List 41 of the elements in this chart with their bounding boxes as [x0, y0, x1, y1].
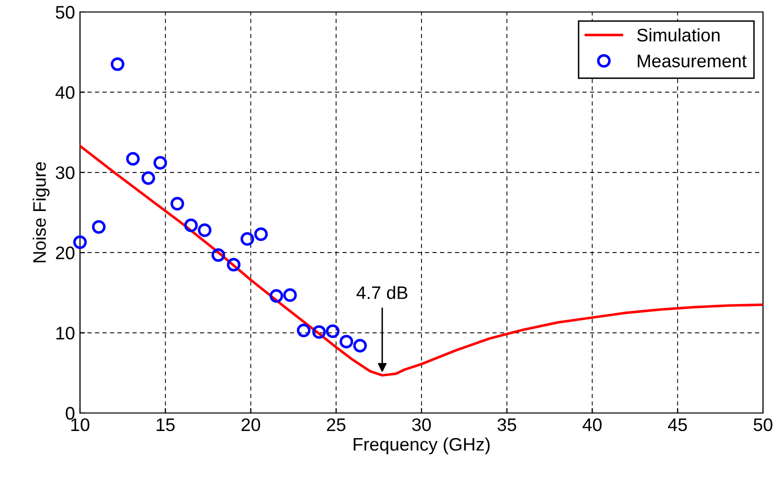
y-tick-label: 50	[56, 6, 74, 19]
x-tick-label: 15	[156, 418, 175, 432]
y-tick-label: 20	[56, 246, 74, 260]
point	[312, 325, 326, 339]
point	[153, 156, 168, 170]
annotation: 4.7 dB	[356, 286, 408, 300]
y-axis-title: Noise Figure	[32, 162, 50, 262]
y-tick-label: 40	[55, 86, 74, 99]
x-tick-label: 45	[668, 418, 687, 432]
point	[92, 220, 106, 234]
y-tick-label: 10	[56, 326, 74, 340]
line-series	[80, 144, 763, 377]
point	[110, 57, 124, 71]
y-tick-label: 0	[66, 406, 74, 420]
point	[296, 324, 310, 338]
x-tick-label: 30	[412, 418, 431, 432]
point	[240, 232, 254, 246]
x-tick-label: 40	[582, 418, 602, 432]
point	[270, 289, 284, 303]
x-axis-title: Frequency (GHz)	[354, 437, 490, 454]
legend-label: Measurement	[638, 54, 747, 68]
point	[226, 258, 240, 272]
point	[141, 171, 156, 185]
point	[254, 227, 268, 241]
point	[126, 152, 140, 166]
legend-label: Simulation	[637, 28, 720, 42]
point	[212, 248, 226, 262]
point	[170, 196, 184, 210]
point	[326, 324, 340, 338]
x-tick-label: 50	[754, 418, 772, 432]
y-tick-label: 30	[56, 166, 74, 180]
point	[73, 235, 87, 249]
point	[340, 334, 354, 348]
point	[198, 223, 212, 237]
point	[184, 218, 198, 232]
point	[353, 338, 367, 352]
x-tick-label: 10	[71, 418, 90, 432]
x-tick-label: 25	[326, 418, 346, 432]
x-tick-label: 35	[498, 418, 516, 432]
point	[283, 288, 297, 302]
x-tick-label: 20	[242, 418, 260, 432]
